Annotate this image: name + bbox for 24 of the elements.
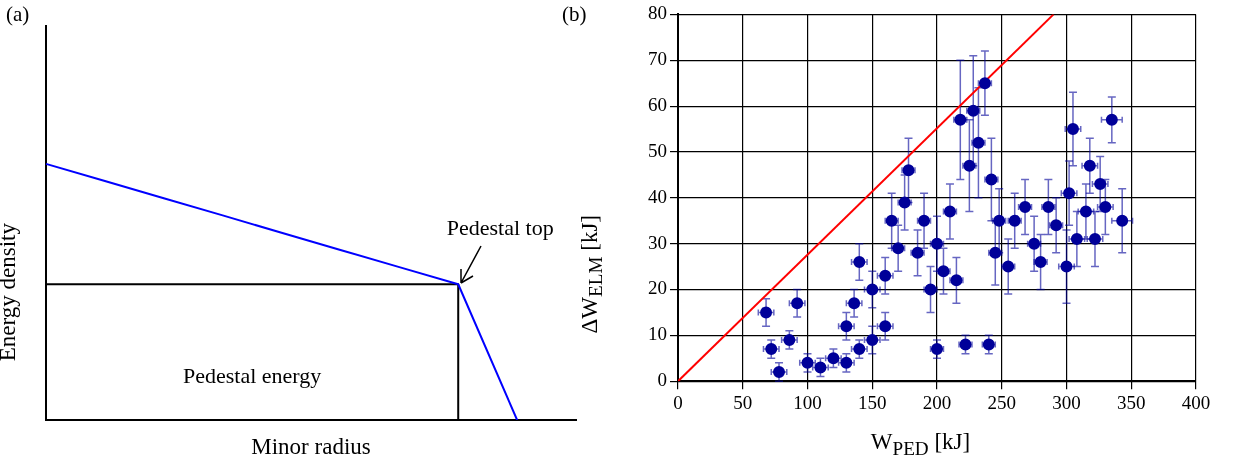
x-tick-label: 250: [987, 391, 1016, 413]
x-tick-label: 50: [733, 391, 753, 413]
y-tick-label: 80: [648, 2, 667, 24]
x-tick-label: 0: [673, 391, 683, 413]
y-tick-label: 60: [648, 94, 667, 116]
chart-title: (b): [562, 2, 587, 27]
y-tick-label: 10: [648, 323, 667, 345]
x-axis-title: Minor radius: [250, 434, 372, 460]
x-tick-label: 150: [858, 391, 887, 413]
x-axis-title: W$_{PED}$ [kJ]: [869, 429, 972, 460]
annotation: Pedestal energy: [182, 362, 322, 388]
x-tick-label: 350: [1117, 391, 1146, 413]
y-tick-label: 70: [648, 48, 667, 70]
y-tick-label: 0: [657, 369, 667, 391]
y-tick-label: 30: [648, 231, 667, 253]
y-tick-label: 40: [648, 185, 667, 207]
x-tick-label: 300: [1052, 391, 1081, 413]
x-tick-label: 400: [1181, 391, 1211, 413]
y-tick-label: 20: [648, 277, 667, 299]
y-tick-label: 50: [648, 139, 667, 161]
x-tick-label: 100: [793, 391, 822, 413]
chart-title: (a): [6, 2, 30, 27]
annotation: Pedestal top: [446, 215, 554, 241]
x-tick-label: 200: [922, 391, 952, 413]
